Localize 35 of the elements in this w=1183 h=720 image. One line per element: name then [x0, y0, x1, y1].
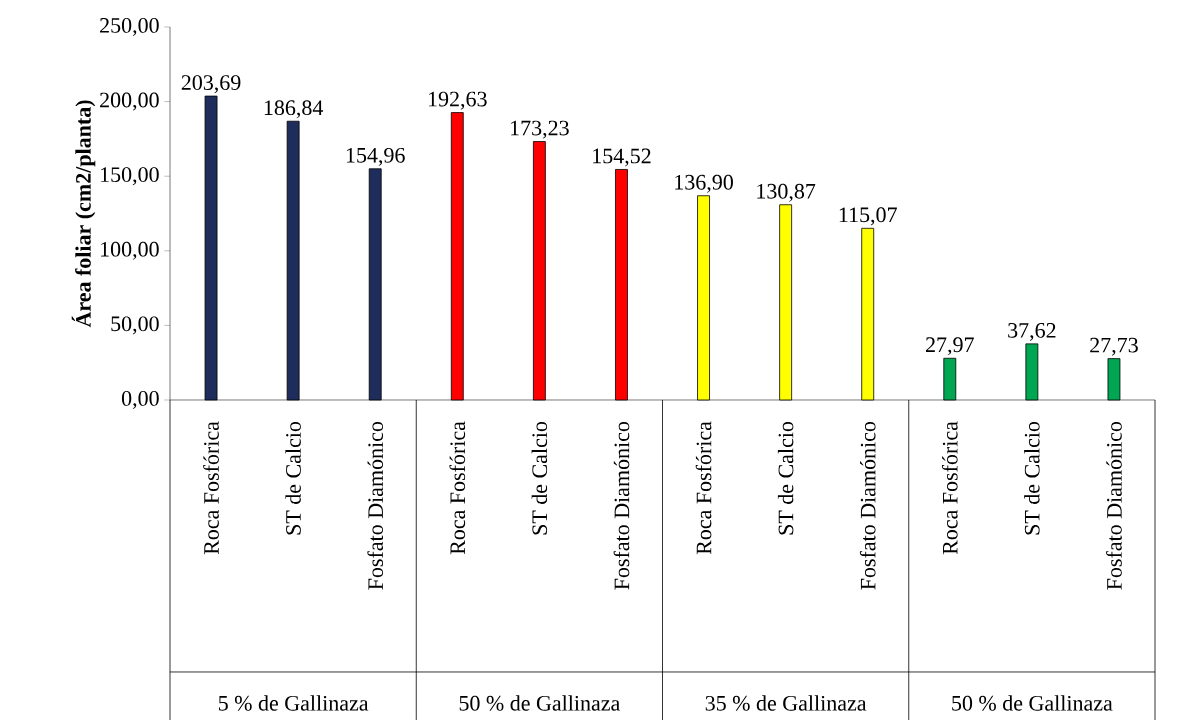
text: 50 % de Gallinaza — [952, 695, 1113, 711]
x-tick-label: ST de Calcio — [285, 421, 301, 535]
x-tick-label: Fosfato Diamónico — [859, 421, 876, 590]
x-tick-label: Fosfato Diamónico — [1106, 421, 1122, 590]
data-label: 136,90 — [675, 174, 733, 193]
data-label: 203,69 — [181, 75, 241, 94]
x-tick-label: ST de Calcio — [1024, 421, 1040, 535]
x-tick-label: ST de Calcio — [777, 421, 794, 535]
data-label: 154,96 — [346, 147, 405, 166]
data-label: 173,23 — [511, 120, 569, 139]
data-label: 37,62 — [1008, 322, 1056, 341]
data-label: 27,97 — [926, 337, 974, 356]
text: 50 % de Gallinaza — [459, 695, 621, 711]
x-tick-label: Roca Fosfórica — [695, 421, 712, 555]
x-tick-label: Fosfato Diamónico — [367, 421, 384, 590]
y-tick-label: 250,00 — [100, 17, 159, 37]
data-label: 115,07 — [839, 207, 897, 226]
x-tick-label: Roca Fosfórica — [941, 421, 958, 555]
x-tick-label: Fosfato Diamónico — [613, 421, 630, 590]
x-tick-label: ST de Calcio — [531, 421, 548, 535]
text: 5 % de Gallinaza — [218, 695, 369, 711]
data-label: 154,52 — [593, 148, 651, 167]
data-label: 27,73 — [1090, 337, 1138, 356]
y-tick-label: 50,00 — [111, 316, 159, 335]
y-tick-label: 200,00 — [100, 92, 159, 111]
data-label: 130,87 — [757, 183, 816, 202]
data-label: 186,84 — [264, 100, 324, 119]
y-tick-label: 150,00 — [101, 167, 159, 186]
y-axis-title: Área foliar (cm2/planta) — [71, 100, 96, 328]
x-tick-label: Roca Fosfórica — [203, 421, 219, 555]
text: 35 % de Gallinaza — [705, 695, 867, 711]
data-label: 192,63 — [428, 91, 487, 110]
y-tick-label: 100,00 — [101, 241, 159, 260]
x-tick-label: Roca Fosfórica — [449, 421, 466, 555]
y-tick-label: 0,00 — [121, 390, 159, 409]
